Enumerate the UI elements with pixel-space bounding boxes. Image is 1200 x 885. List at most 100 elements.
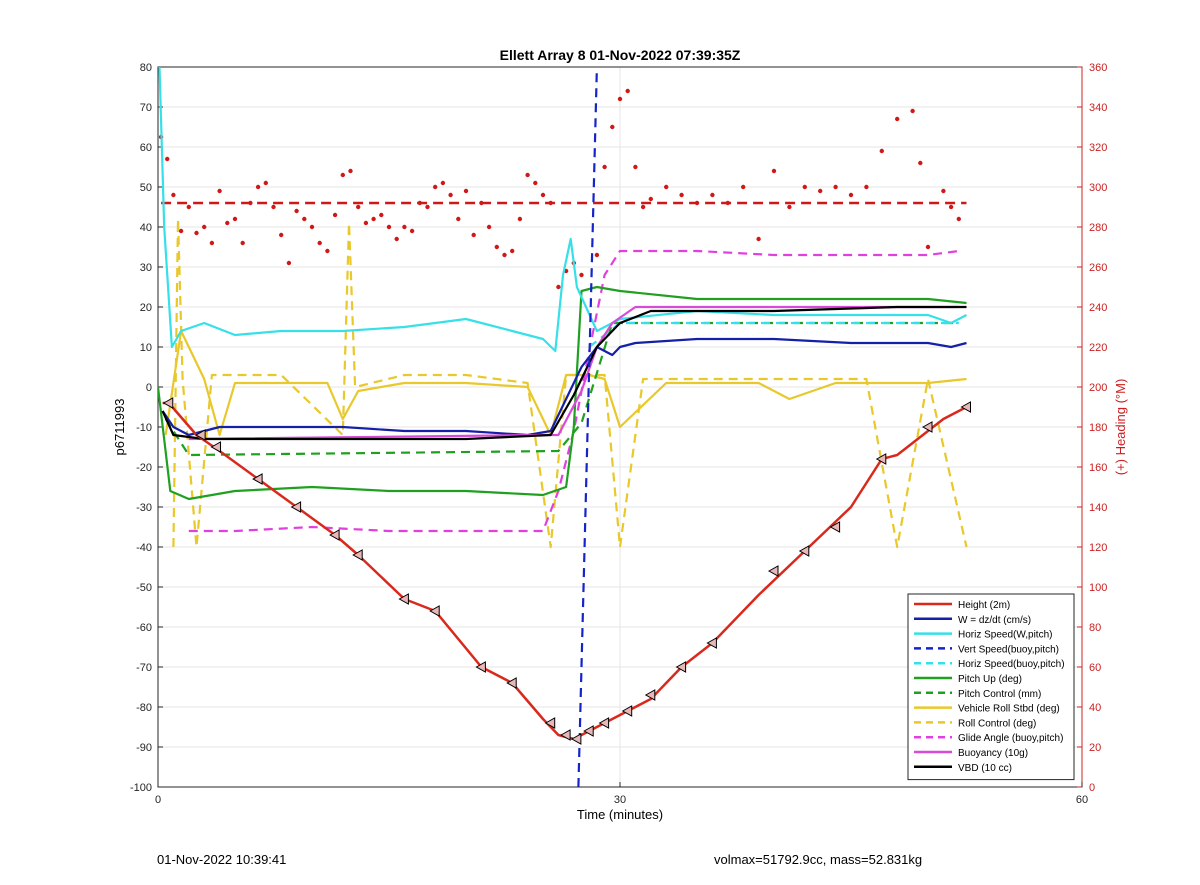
legend-label: Horiz Speed(W,pitch)	[958, 630, 1052, 641]
legend-label: VBD (10 cc)	[958, 763, 1012, 774]
y-tick-label: 10	[140, 342, 152, 354]
heading-point	[202, 224, 207, 230]
y2-tick-label: 80	[1089, 622, 1101, 634]
height-marker	[621, 705, 633, 717]
heading-point	[664, 184, 669, 190]
heading-point	[471, 232, 476, 238]
y-tick-label: -20	[136, 462, 152, 474]
y2-tick-label: 120	[1089, 542, 1107, 554]
legend-label: W = dz/dt (cm/s)	[958, 615, 1031, 626]
heading-point	[802, 184, 807, 190]
heading-point	[171, 192, 176, 198]
y-tick-label: 30	[140, 262, 152, 274]
y-tick-label: -10	[136, 422, 152, 434]
heading-point	[286, 260, 292, 266]
legend-label: Pitch Up (deg)	[958, 674, 1022, 685]
series-line-pitch-control-mm	[164, 321, 959, 457]
y2-tick-label: 20	[1089, 742, 1101, 754]
height-marker	[475, 661, 486, 673]
y2-tick-label: 240	[1089, 302, 1107, 314]
footer-timestamp: 01-Nov-2022 10:39:41	[157, 852, 287, 867]
y-tick-label: -50	[136, 582, 152, 594]
heading-point	[394, 236, 399, 242]
heading-point	[294, 208, 299, 214]
height-marker	[798, 545, 810, 557]
series-line-vert-speed-buoy-pitch	[577, 67, 598, 787]
heading-point	[679, 192, 684, 198]
heading-point	[279, 232, 284, 238]
heading-point	[602, 164, 607, 170]
heading-point	[194, 230, 199, 236]
heading-point	[510, 248, 515, 254]
height-marker	[706, 637, 717, 649]
y2-tick-label: 160	[1089, 462, 1107, 474]
y-tick-label: -40	[136, 542, 152, 554]
heading-point	[486, 224, 492, 230]
heading-point	[956, 216, 961, 222]
heading-point	[165, 156, 170, 162]
heading-point	[948, 204, 954, 210]
y-tick-label: -100	[130, 782, 152, 794]
y2-tick-label: 320	[1089, 142, 1107, 154]
y-tick-label: -60	[136, 622, 152, 634]
heading-point	[440, 180, 446, 186]
y2-tick-label: 40	[1089, 702, 1101, 714]
heading-point	[910, 108, 915, 114]
height-marker	[644, 689, 656, 701]
heading-point	[456, 216, 461, 222]
heading-point	[502, 252, 507, 258]
y2-tick-label: 300	[1089, 182, 1107, 194]
heading-point	[517, 216, 523, 222]
series-line-w-dz-dt-cm-s	[161, 337, 967, 437]
series-line-height-2m	[162, 401, 968, 741]
x-tick-label: 0	[155, 794, 161, 806]
heading-point	[371, 216, 376, 222]
heading-point	[540, 192, 546, 198]
heading-point	[217, 188, 222, 194]
legend-label: Buoyancy (10g)	[958, 748, 1028, 759]
heading-point	[425, 204, 430, 210]
y-tick-label: 0	[146, 382, 152, 394]
y2-tick-label: 180	[1089, 422, 1107, 434]
heading-point	[633, 164, 638, 170]
height-marker	[767, 565, 779, 577]
height-marker	[506, 677, 517, 689]
height-marker	[352, 549, 363, 561]
series-line-horiz-speed-w-pitch	[158, 67, 968, 353]
height-marker	[290, 501, 302, 513]
x-tick-label: 30	[614, 794, 626, 806]
heading-point	[240, 240, 245, 246]
heading-point	[271, 204, 276, 210]
y2-tick-label: 280	[1089, 222, 1107, 234]
heading-point	[186, 204, 191, 210]
y-tick-label: -80	[136, 702, 152, 714]
heading-point	[232, 216, 238, 222]
heading-point	[787, 204, 792, 210]
height-marker	[560, 729, 571, 741]
heading-point	[895, 116, 900, 122]
y-tick-label: 70	[140, 102, 152, 114]
y-tick-label: 60	[140, 142, 152, 154]
y-tick-label: 80	[140, 62, 152, 74]
height-marker	[570, 733, 582, 745]
legend-label: Roll Control (deg)	[958, 718, 1036, 729]
heading-point	[925, 244, 931, 250]
heading-point	[463, 188, 469, 194]
heading-point	[610, 124, 615, 130]
y2-tick-label: 0	[1089, 782, 1095, 794]
heading-point	[363, 220, 369, 226]
height-marker	[252, 473, 263, 485]
series-line-glide-angle-buoy-pitch	[188, 249, 959, 533]
heading-point	[710, 192, 715, 198]
y-tick-label: -70	[136, 662, 152, 674]
heading-point	[533, 180, 538, 186]
height-marker	[598, 717, 610, 729]
height-marker	[162, 397, 174, 409]
y2-tick-label: 340	[1089, 102, 1107, 114]
heading-point	[263, 180, 268, 186]
y2-tick-label: 60	[1089, 662, 1101, 674]
y-axis-label: p6711993	[112, 399, 127, 456]
heading-point	[386, 224, 392, 230]
footer-volmax-mass: volmax=51792.9cc, mass=52.831kg	[714, 852, 923, 867]
